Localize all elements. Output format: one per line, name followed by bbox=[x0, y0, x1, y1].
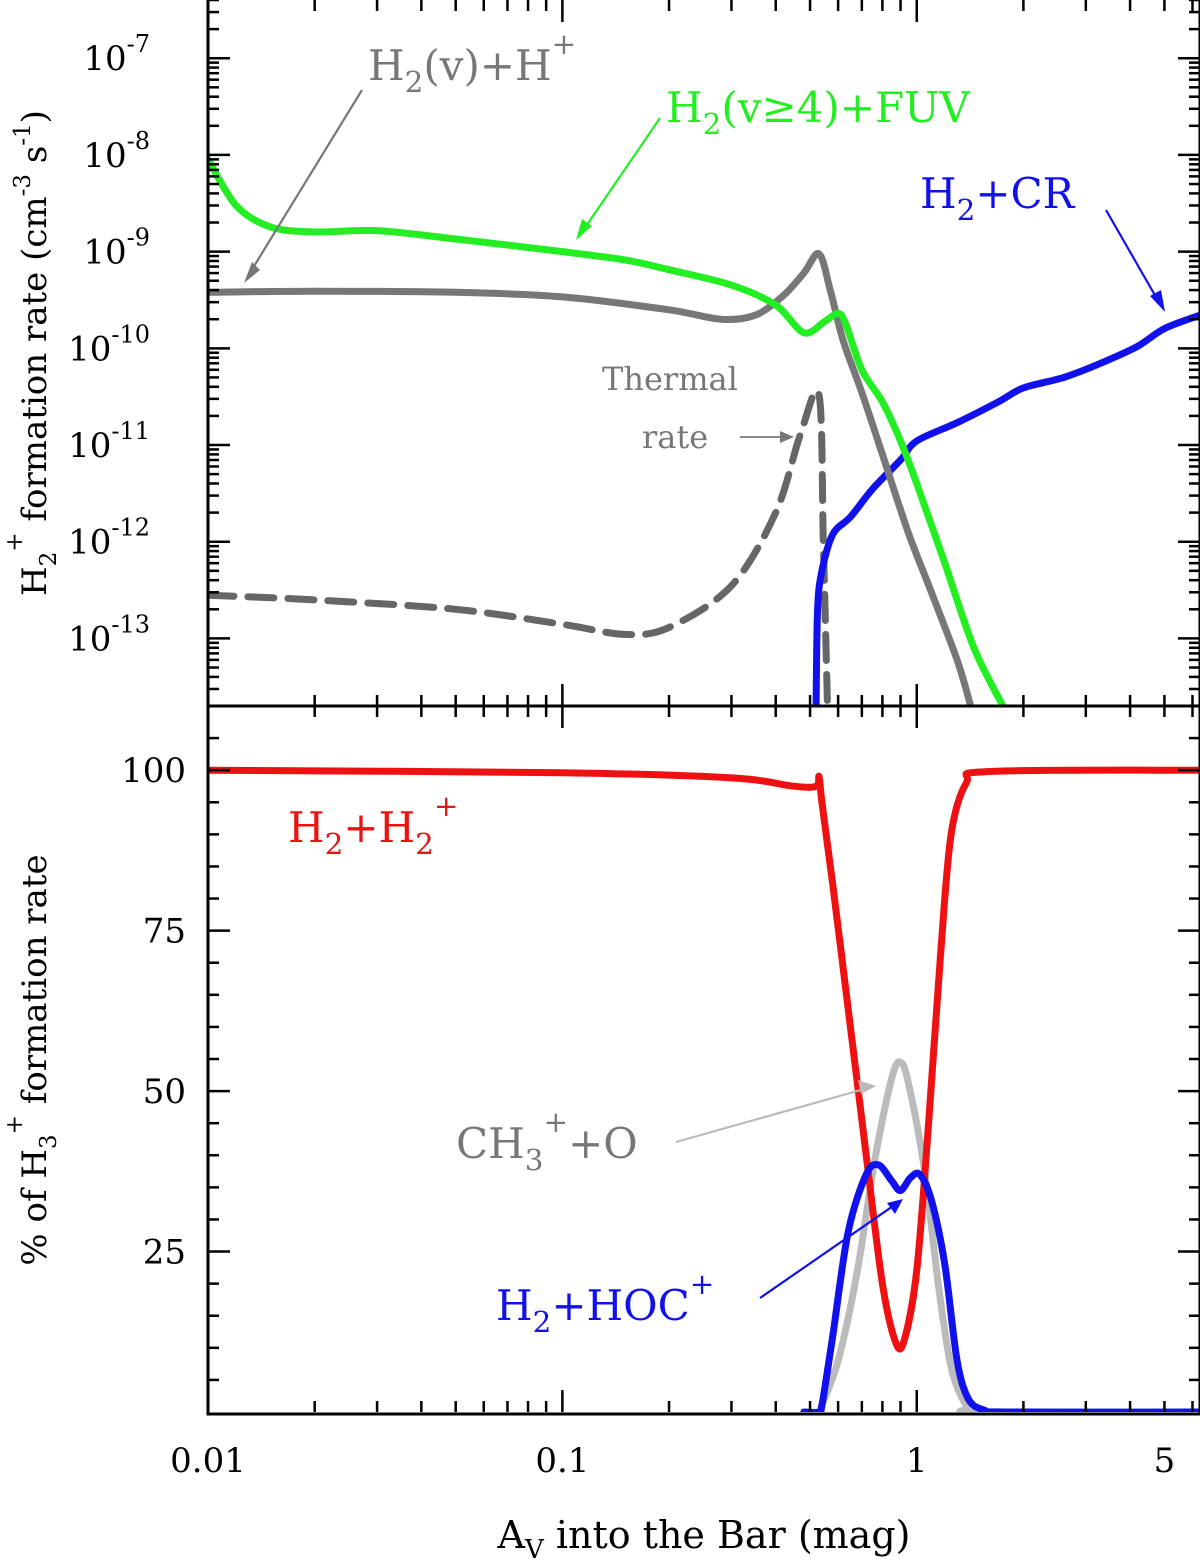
series-h2v-hplus bbox=[208, 250, 975, 706]
top-y-axis-label: H2+ formation rate (cm-3 s-1) bbox=[2, 110, 62, 596]
arrow-h2v4-fuv bbox=[581, 117, 661, 233]
arrowhead-h2v-hplus bbox=[244, 262, 260, 283]
bottom-ytick-label: 100 bbox=[121, 751, 186, 791]
top-ytick-label: 10-7 bbox=[83, 30, 150, 79]
label-h2-h2plus: H2+H2+ bbox=[288, 789, 459, 861]
arrow-h2-cr bbox=[1105, 209, 1161, 305]
bottom-ytick-label: 75 bbox=[143, 912, 186, 952]
top-ytick-label: 10-13 bbox=[68, 610, 150, 659]
label-h2-hocplus: H2+HOC+ bbox=[496, 1267, 714, 1339]
xtick-label: 0.1 bbox=[535, 1441, 589, 1481]
xtick-label: 1 bbox=[906, 1441, 928, 1481]
series-h2v4-fuv bbox=[208, 155, 1007, 706]
label-h2v-hplus: H2(v)+H+ bbox=[368, 27, 576, 99]
top-curves bbox=[208, 155, 1200, 706]
top-panel: H2(v)+H+ H2(v≥4)+FUV H2+CR Thermal rate 10-7… bbox=[2, 0, 1200, 708]
series-h2-cr bbox=[812, 311, 1200, 706]
bottom-annotation-arrows bbox=[675, 1080, 903, 1299]
bottom-curves bbox=[208, 766, 1200, 1412]
bottom-y-axis-label: % of H3+ formation rate bbox=[2, 854, 62, 1265]
bottom-annotation-labels: H2+H2+ CH3++O H2+HOC+ bbox=[288, 789, 714, 1339]
top-ytick-label: 10-11 bbox=[68, 417, 150, 466]
bottom-ytick-label: 25 bbox=[143, 1233, 186, 1273]
arrowhead-h2-cr bbox=[1150, 290, 1165, 312]
arrow-h2-hocplus bbox=[759, 1203, 897, 1299]
xtick-label: 0.01 bbox=[170, 1441, 246, 1481]
label-ch3-o: CH3++O bbox=[456, 1105, 638, 1177]
arrowhead-thermal bbox=[780, 431, 794, 443]
arrowhead-ch3-o bbox=[858, 1080, 876, 1094]
label-thermal2: rate bbox=[642, 418, 708, 456]
top-annotation-arrows bbox=[244, 89, 1165, 443]
top-ytick-label: 10-9 bbox=[83, 224, 150, 273]
top-axis-ticks: 10-7 10-8 10-9 10-10 10-11 10-12 10-13 bbox=[68, 0, 1200, 708]
label-thermal1: Thermal bbox=[602, 360, 738, 398]
x-axis-label: AV into the Bar (mag) bbox=[497, 1513, 911, 1564]
xtick-label: 5 bbox=[1154, 1441, 1176, 1481]
arrow-ch3-o bbox=[675, 1086, 869, 1144]
top-annotation-labels: H2(v)+H+ H2(v≥4)+FUV H2+CR Thermal rate bbox=[368, 27, 1076, 456]
series-ch3-o bbox=[815, 1058, 1200, 1412]
series-thermal bbox=[208, 387, 831, 706]
arrowhead-h2v4-fuv bbox=[576, 219, 592, 240]
series-h2-hocplus bbox=[800, 1160, 1200, 1412]
bottom-ytick-label: 50 bbox=[143, 1072, 186, 1112]
top-ytick-label: 10-10 bbox=[68, 320, 150, 369]
bottom-panel: H2+H2+ CH3++O H2+HOC+ 100 75 50 25 0.01 0.1 1 5 %… bbox=[2, 704, 1200, 1564]
top-ytick-label: 10-8 bbox=[83, 127, 150, 176]
label-h2v4-fuv: H2(v≥4)+FUV bbox=[666, 83, 970, 141]
top-ytick-label: 10-12 bbox=[68, 514, 150, 563]
arrow-h2v-hplus bbox=[247, 89, 363, 277]
arrowhead-h2-hocplus bbox=[887, 1199, 903, 1214]
series-h2-h2plus bbox=[208, 766, 1200, 1353]
bottom-axis-ticks: 100 75 50 25 0.01 0.1 1 5 bbox=[121, 706, 1200, 1481]
label-h2-cr: H2+CR bbox=[920, 169, 1076, 227]
